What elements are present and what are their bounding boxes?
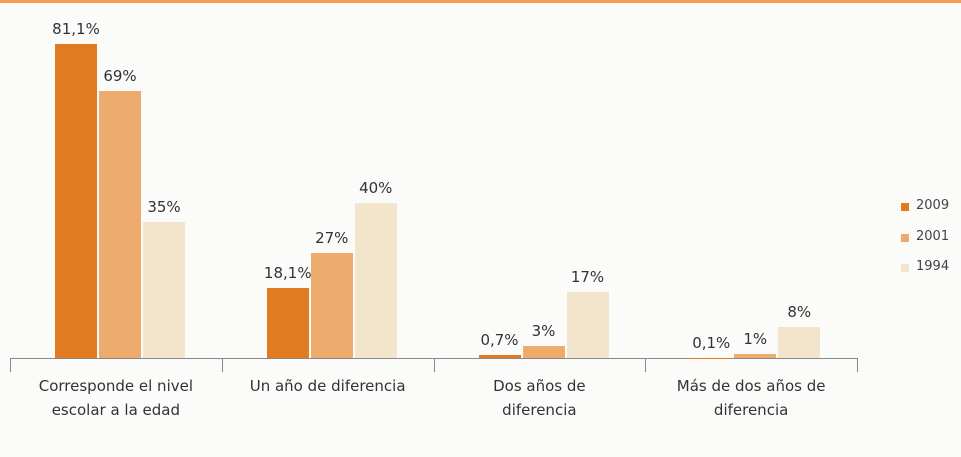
value-label: 40%: [359, 179, 393, 198]
axis-tick: [221, 358, 223, 372]
legend-label: 2001: [916, 229, 950, 244]
bar: [354, 203, 397, 358]
bar: [778, 327, 821, 358]
axis-tick: [857, 358, 858, 372]
bar: [55, 44, 97, 358]
x-tick-label: Dos años de diferencia: [493, 377, 586, 419]
bar: [143, 222, 185, 358]
bar: [734, 354, 777, 358]
x-tick-label: Corresponde el nivel escolar a la edad: [38, 377, 194, 419]
axis-tick: [10, 358, 11, 372]
value-label: 18,1%: [263, 263, 312, 282]
value-label: 1%: [743, 330, 768, 349]
legend-swatch: [901, 264, 909, 272]
value-label: 8%: [787, 303, 812, 322]
x-tick-label: Un año de diferencia: [249, 377, 406, 395]
x-tick-label: Más de dos años de diferencia: [676, 377, 826, 419]
value-label: 0,7%: [480, 331, 519, 350]
axis-tick: [433, 358, 435, 372]
legend-label: 1994: [916, 259, 950, 274]
top-border: [0, 0, 961, 3]
legend-swatch: [901, 234, 909, 242]
value-label: 17%: [570, 268, 605, 287]
legend-label: 2009: [916, 198, 950, 213]
bar: [266, 287, 309, 358]
bar: [310, 253, 353, 358]
value-label: 81,1%: [52, 20, 100, 38]
axis-tick: [645, 358, 647, 372]
bar: [99, 90, 141, 358]
bar: [478, 355, 521, 358]
value-label: 3%: [531, 322, 556, 341]
value-label: 0,1%: [692, 333, 731, 352]
value-label: 35%: [147, 198, 181, 217]
bar: [522, 346, 565, 358]
value-label: 69%: [103, 66, 137, 85]
bar: [566, 292, 609, 358]
legend-swatch: [901, 203, 909, 211]
value-label: 27%: [315, 229, 349, 248]
